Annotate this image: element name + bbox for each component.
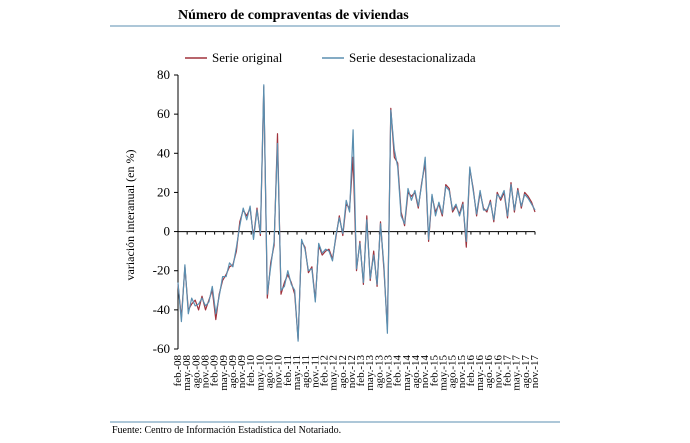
y-tick-label: -40 xyxy=(153,302,170,317)
x-tick-label: ago.-11 xyxy=(300,355,312,388)
x-tick-label: feb.-16 xyxy=(465,355,477,387)
series-layer xyxy=(177,84,536,342)
chart-title: Número de compraventas de viviendas xyxy=(178,8,409,23)
x-tick-label: feb.-09 xyxy=(209,355,221,387)
x-tick-label: nov.-11 xyxy=(309,355,321,388)
x-tick-label: feb.-08 xyxy=(172,355,184,387)
x-tick-label: nov.-08 xyxy=(200,355,212,389)
x-tick-label: may.-12 xyxy=(328,355,340,391)
y-tick-label: 60 xyxy=(157,106,170,121)
y-tick-label: 20 xyxy=(157,184,170,199)
x-tick-label: may.-17 xyxy=(511,355,523,391)
x-tick-label: nov.-13 xyxy=(383,355,395,389)
x-tick-label: may.-08 xyxy=(181,355,193,391)
x-tick-label: ago.-12 xyxy=(337,355,349,388)
x-tick-label: feb.-12 xyxy=(319,355,331,386)
x-tick-label: ago.-13 xyxy=(373,355,385,389)
y-tick-label: -20 xyxy=(153,263,170,278)
x-tick-label: ago.-16 xyxy=(483,355,495,389)
x-tick-label: feb.-17 xyxy=(502,355,514,387)
source-note: Fuente: Centro de Información Estadístic… xyxy=(112,425,341,436)
x-tick-label: ago.-14 xyxy=(410,355,422,389)
x-tick-label: ago.-15 xyxy=(447,355,459,389)
x-tick-label: may.-16 xyxy=(474,355,486,391)
y-tick-label: 40 xyxy=(157,145,170,160)
x-tick-label: feb.-11 xyxy=(282,355,294,386)
x-tick-label: may.-15 xyxy=(438,355,450,391)
x-tick-label: ago.-08 xyxy=(190,355,202,389)
y-tick-label: 0 xyxy=(164,224,171,239)
x-tick-label: nov.-16 xyxy=(492,355,504,389)
x-tick-label: nov.-10 xyxy=(273,355,285,389)
x-tick-label: may.-10 xyxy=(254,355,266,391)
x-tick-label: feb.-10 xyxy=(245,355,257,387)
legend-label-original: Serie original xyxy=(212,50,283,65)
x-tick-label: may.-11 xyxy=(291,355,303,390)
x-tick-label: ago.-09 xyxy=(227,355,239,389)
x-tick-label: may.-14 xyxy=(401,355,413,391)
x-axis: feb.-08may.-08ago.-08nov.-08feb.-09may.-… xyxy=(172,231,541,391)
x-tick-label: ago.-10 xyxy=(264,355,276,389)
x-tick-label: nov.-14 xyxy=(419,355,431,389)
x-tick-label: nov.-15 xyxy=(456,355,468,389)
x-tick-label: nov.-09 xyxy=(236,355,248,389)
x-tick-label: feb.-15 xyxy=(428,355,440,387)
y-tick-label: -60 xyxy=(153,341,170,356)
x-tick-label: nov.-17 xyxy=(529,355,541,389)
legend: Serie original Serie desestacionalizada xyxy=(185,50,476,65)
x-tick-label: nov.-12 xyxy=(346,355,358,388)
series-line-original xyxy=(177,86,536,340)
legend-label-deseasonalized: Serie desestacionalizada xyxy=(349,50,476,65)
x-tick-label: ago.-17 xyxy=(520,355,532,389)
y-tick-label: 80 xyxy=(157,67,170,82)
x-tick-label: feb.-14 xyxy=(392,355,404,387)
y-axis: 80 60 40 20 0 -20 -40 -60 xyxy=(153,67,179,356)
x-tick-label: may.-09 xyxy=(218,355,230,391)
x-tick-label: feb.-13 xyxy=(355,355,367,387)
series-line-deseasonalized xyxy=(177,84,536,342)
x-tick-label: may.-13 xyxy=(364,355,376,391)
y-axis-title: variación interanual (en %) xyxy=(123,150,137,281)
